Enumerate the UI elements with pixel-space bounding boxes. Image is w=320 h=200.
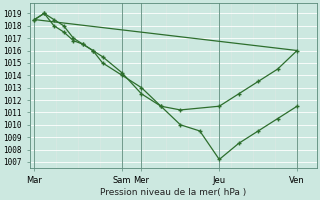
X-axis label: Pression niveau de la mer( hPa ): Pression niveau de la mer( hPa ) (100, 188, 246, 197)
